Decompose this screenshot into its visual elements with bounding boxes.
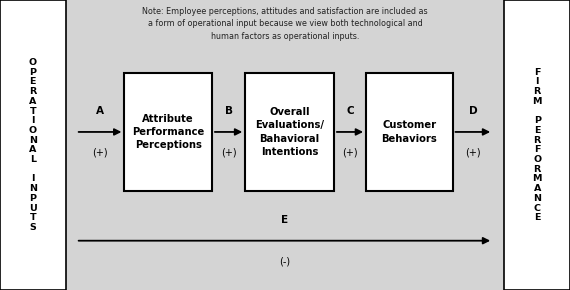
Text: (+): (+)	[221, 148, 237, 158]
Text: D: D	[469, 106, 477, 116]
Text: Customer
Behaviors: Customer Behaviors	[381, 120, 437, 144]
Text: (+): (+)	[92, 148, 108, 158]
Text: E: E	[281, 215, 288, 225]
Bar	[504, 0, 570, 290]
Bar	[124, 72, 212, 191]
Text: Attribute
Performance
Perceptions: Attribute Performance Perceptions	[132, 114, 204, 150]
Text: C: C	[346, 106, 354, 116]
Text: Note: Employee perceptions, attitudes and satisfaction are included as
a form of: Note: Employee perceptions, attitudes an…	[142, 7, 428, 41]
Bar	[366, 72, 453, 191]
Bar	[245, 72, 334, 191]
Text: (-): (-)	[279, 257, 290, 267]
Text: O
P
E
R
A
T
I
O
N
A
L
 
I
N
P
U
T
S: O P E R A T I O N A L I N P U T S	[28, 58, 37, 232]
Text: Overall
Evaluations/
Bahavioral
Intentions: Overall Evaluations/ Bahavioral Intentio…	[255, 107, 324, 157]
Text: F
I
R
M
 
P
E
R
F
O
R
M
A
N
C
E: F I R M P E R F O R M A N C E	[532, 68, 542, 222]
Text: B: B	[225, 106, 233, 116]
Text: A: A	[96, 106, 104, 116]
Text: (+): (+)	[342, 148, 358, 158]
Bar	[0, 0, 66, 290]
Text: (+): (+)	[465, 148, 481, 158]
